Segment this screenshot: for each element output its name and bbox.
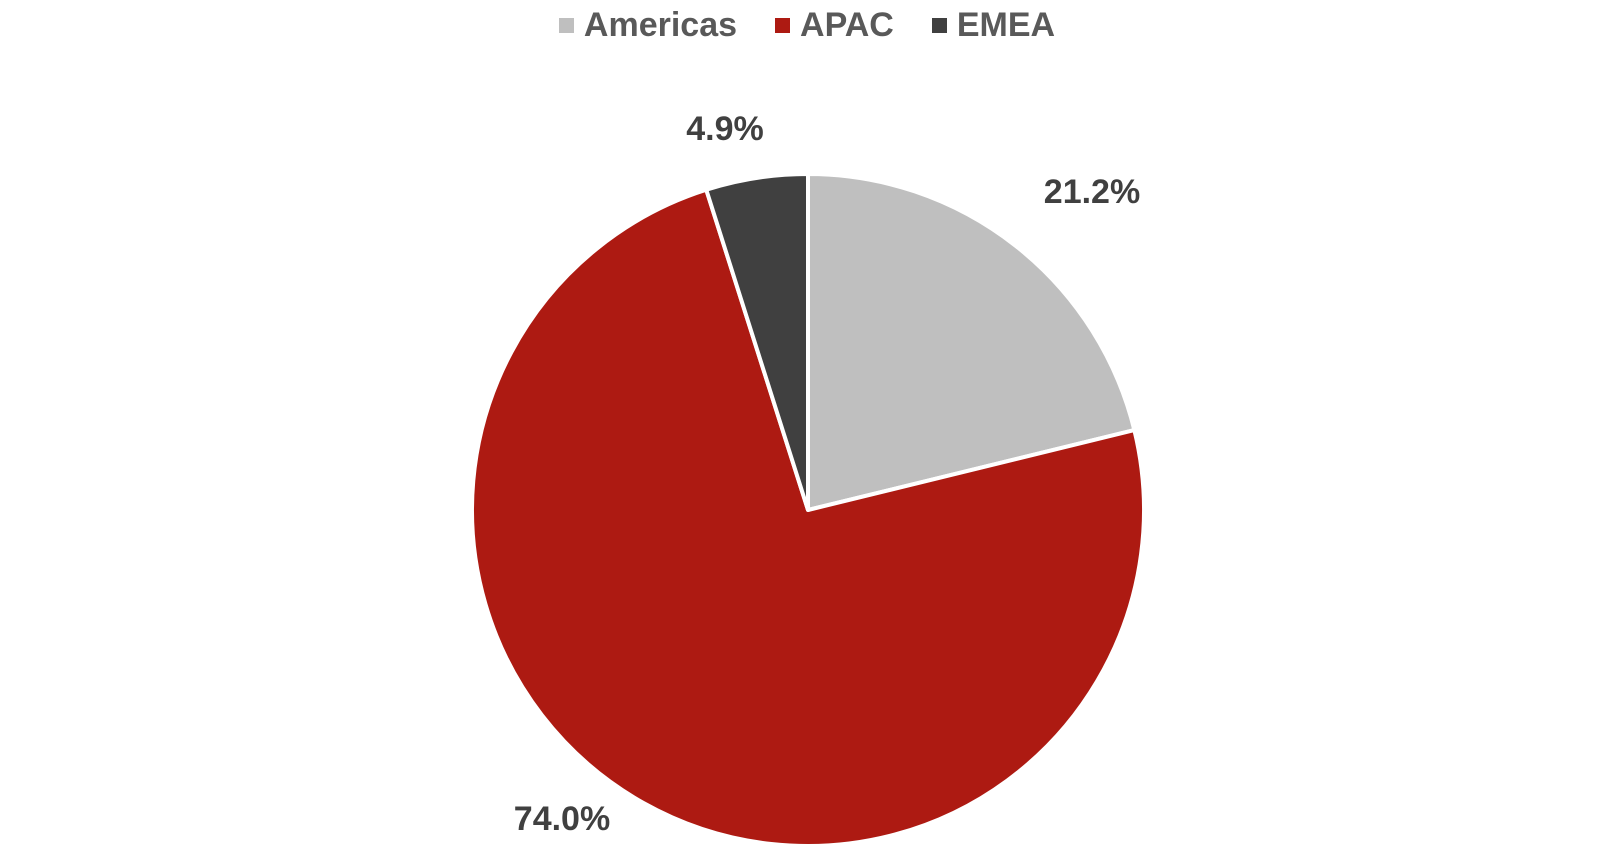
legend-item-emea: EMEA [931, 5, 1056, 45]
legend-item-americas: Americas [558, 5, 738, 45]
data-label-americas: 21.2% [1044, 173, 1140, 211]
data-label-emea: 4.9% [686, 110, 764, 148]
chart-legend: Americas APAC EMEA [0, 0, 1614, 50]
legend-item-apac: APAC [775, 6, 894, 45]
legend-swatch-americas [558, 17, 574, 33]
legend-label-americas: Americas [583, 5, 738, 44]
pie-slice-apac [469, 187, 1146, 848]
pie-slice-americas [806, 172, 1137, 512]
pie-slices [469, 172, 1146, 848]
legend-label-emea: EMEA [956, 5, 1056, 44]
legend-swatch-emea [931, 17, 947, 33]
data-label-apac: 74.0% [514, 800, 610, 838]
legend-swatch-apac [775, 17, 791, 33]
pie-slice-emea [704, 172, 810, 512]
legend-label-apac: APAC [800, 5, 894, 44]
